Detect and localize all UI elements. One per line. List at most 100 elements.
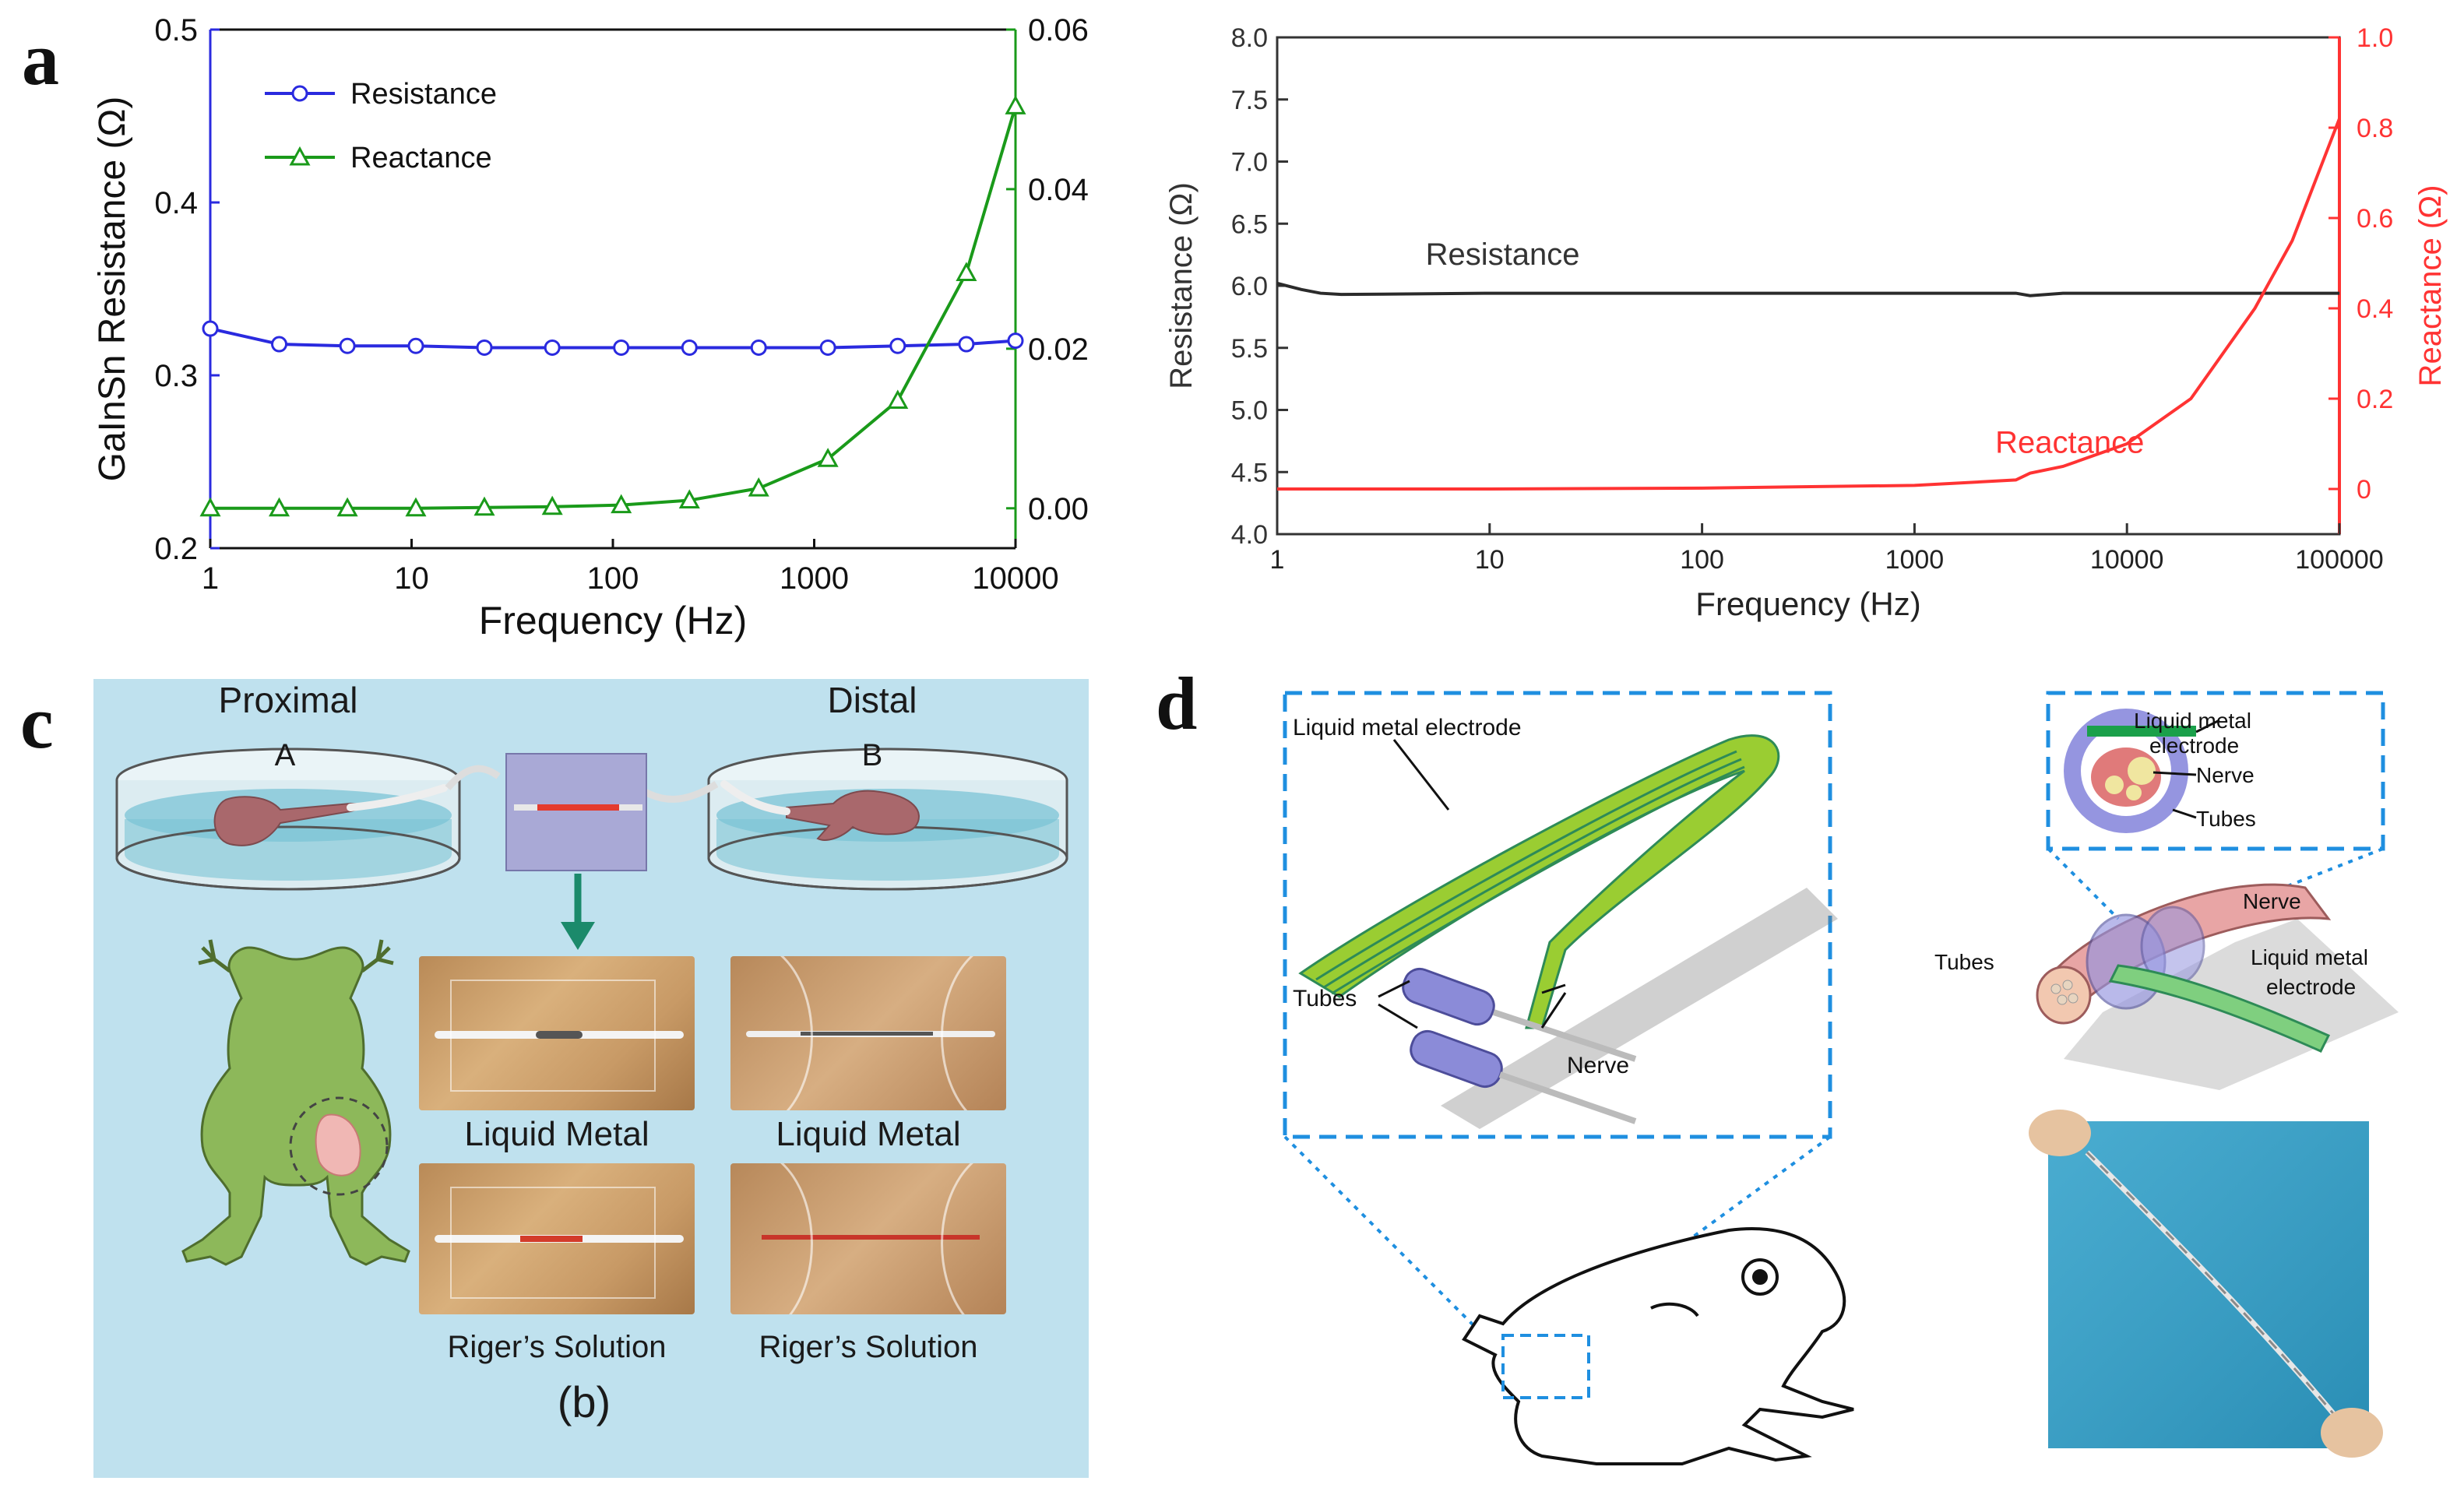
x-axis-title: Frequency (Hz) <box>1695 586 1920 622</box>
assembly-electrode-label-2: electrode <box>2266 975 2357 999</box>
annotation-resistance: Resistance <box>1426 237 1580 272</box>
legend-label: Resistance <box>350 78 497 111</box>
x-tick-label: 1000 <box>780 561 849 596</box>
panel-c-illustration <box>115 748 1068 1266</box>
assembly-nerve-label: Nerve <box>2243 889 2301 913</box>
electrode-photo <box>2029 1110 2383 1458</box>
data-point-resistance <box>339 337 356 354</box>
caption-ringers-1: Riger’s Solution <box>447 1330 667 1364</box>
dish-a <box>115 748 461 891</box>
x-tick-label: 10 <box>1475 545 1505 575</box>
y-tick-label: 7.5 <box>1231 86 1268 115</box>
y-tick-label: 5.5 <box>1231 334 1268 364</box>
down-arrow-icon <box>561 874 595 950</box>
y2-axis-title: Reactance (Ω) <box>2413 185 2448 387</box>
photo-ringers-proximal <box>419 1163 695 1314</box>
proximal-label: Proximal <box>218 680 358 720</box>
data-point-reactance <box>748 477 769 497</box>
panel-label-a: a <box>22 17 59 100</box>
x-axis-title: Frequency (Hz) <box>479 599 748 642</box>
x-tick-label: 100000 <box>2295 545 2383 575</box>
y2-tick-label: 0.04 <box>1028 173 1089 207</box>
assembly-tubes-label: Tubes <box>1934 950 1994 974</box>
data-point-reactance <box>336 497 358 517</box>
data-point-resistance <box>544 339 561 356</box>
data-point-resistance <box>476 339 493 356</box>
y-tick-label: 6.0 <box>1231 272 1268 301</box>
data-point-resistance <box>1007 332 1024 350</box>
cross-section-box <box>2046 691 2385 851</box>
chart-b: 1 10 100 1000 10000 100000 4.0 4.5 5.0 5.5 6.0 6.5 7… <box>1121 0 2464 638</box>
y2-tick-label: 0.00 <box>1028 492 1089 526</box>
y-tick-label: 0.4 <box>154 186 198 220</box>
data-point-reactance <box>817 448 839 467</box>
photo-ringers-distal <box>730 1163 1006 1314</box>
cuff-tube-upper <box>1402 967 1637 1062</box>
series-line-reactance <box>210 105 1017 510</box>
dish-b-label: B <box>861 738 883 772</box>
dish-b <box>707 748 1068 891</box>
data-point-resistance <box>407 337 424 354</box>
legend-marker <box>291 85 308 102</box>
x-tick-label: 1000 <box>1885 545 1945 575</box>
y2-tick-label: 0.8 <box>2357 114 2393 143</box>
y-axis-title: Resistance (Ω) <box>1164 182 1199 389</box>
y2-tick-label: 1.0 <box>2357 23 2393 53</box>
photo-liquid-metal-distal <box>730 956 1006 1110</box>
electrode-callout-box <box>1283 691 1832 1139</box>
data-point-reactance <box>199 497 221 517</box>
panel-d-illustration <box>1283 691 2399 1465</box>
data-point-resistance <box>750 339 767 356</box>
data-point-reactance <box>473 496 495 516</box>
caption-liquid-metal-1: Liquid Metal <box>464 1115 649 1153</box>
series-line-reactance <box>1277 118 2341 491</box>
x-tick-label: 100 <box>587 561 639 596</box>
legend-marker <box>289 146 311 166</box>
y2-tick-label: 0.2 <box>2357 385 2393 414</box>
data-point-resistance <box>271 336 288 353</box>
y2-tick-label: 0.02 <box>1028 332 1089 367</box>
data-point-resistance <box>819 339 836 356</box>
panel-label-c: c <box>20 681 54 764</box>
x-tick-label: 10 <box>394 561 429 596</box>
data-point-resistance <box>889 337 906 354</box>
dish-a-label: A <box>274 738 296 772</box>
y-tick-label: 4.0 <box>1231 520 1268 550</box>
photo-liquid-metal-proximal <box>419 956 695 1110</box>
y-tick-label: 0.2 <box>154 532 198 566</box>
frog-line-drawing <box>1462 1227 1854 1465</box>
data-point-reactance <box>678 489 700 509</box>
label-liquid-metal-electrode: Liquid metal electrode <box>1293 715 1522 740</box>
y-tick-label: 7.0 <box>1231 148 1268 178</box>
data-point-resistance <box>958 336 975 353</box>
data-point-reactance <box>541 495 563 515</box>
panel-c-sublabel: (b) <box>557 1377 611 1426</box>
y-tick-label: 8.0 <box>1231 23 1268 53</box>
y2-tick-label: 0 <box>2357 475 2371 505</box>
frog-site-box <box>1501 1334 1590 1399</box>
series-line-resistance <box>1276 281 2339 297</box>
data-point-reactance <box>405 497 427 517</box>
cross-section-electrode-label-1: Liquid metal <box>2134 709 2251 733</box>
cross-section-nerve-label: Nerve <box>2196 763 2255 787</box>
frog-illustration <box>181 939 410 1266</box>
cross-section-electrode-label-2: electrode <box>2149 733 2240 758</box>
legend-label: Reactance <box>350 142 492 174</box>
data-point-resistance <box>681 339 698 356</box>
y-tick-label: 4.5 <box>1231 458 1268 487</box>
cuff-assembly-diagram <box>2036 883 2399 1090</box>
x-tick-label: 10000 <box>972 561 1058 596</box>
ribbon-electrode <box>1298 734 1780 1029</box>
panel-label-d: d <box>1156 662 1198 745</box>
y-tick-label: 6.5 <box>1231 209 1268 239</box>
electrode-leader-line <box>1392 739 1450 811</box>
y2-tick-label: 0.4 <box>2357 294 2393 324</box>
annotation-reactance: Reactance <box>1995 426 2144 460</box>
data-point-resistance <box>613 339 630 356</box>
data-point-reactance <box>956 262 977 282</box>
y-tick-label: 5.0 <box>1231 396 1268 426</box>
chart-a: 1 10 100 1000 10000 0.2 0.3 0.4 0.5 0.00 0.02 0.04 0… <box>92 13 1089 642</box>
y2-tick-label: 0.6 <box>2357 204 2393 234</box>
caption-liquid-metal-2: Liquid Metal <box>776 1115 961 1153</box>
cross-section-tubes-label: Tubes <box>2196 807 2256 831</box>
